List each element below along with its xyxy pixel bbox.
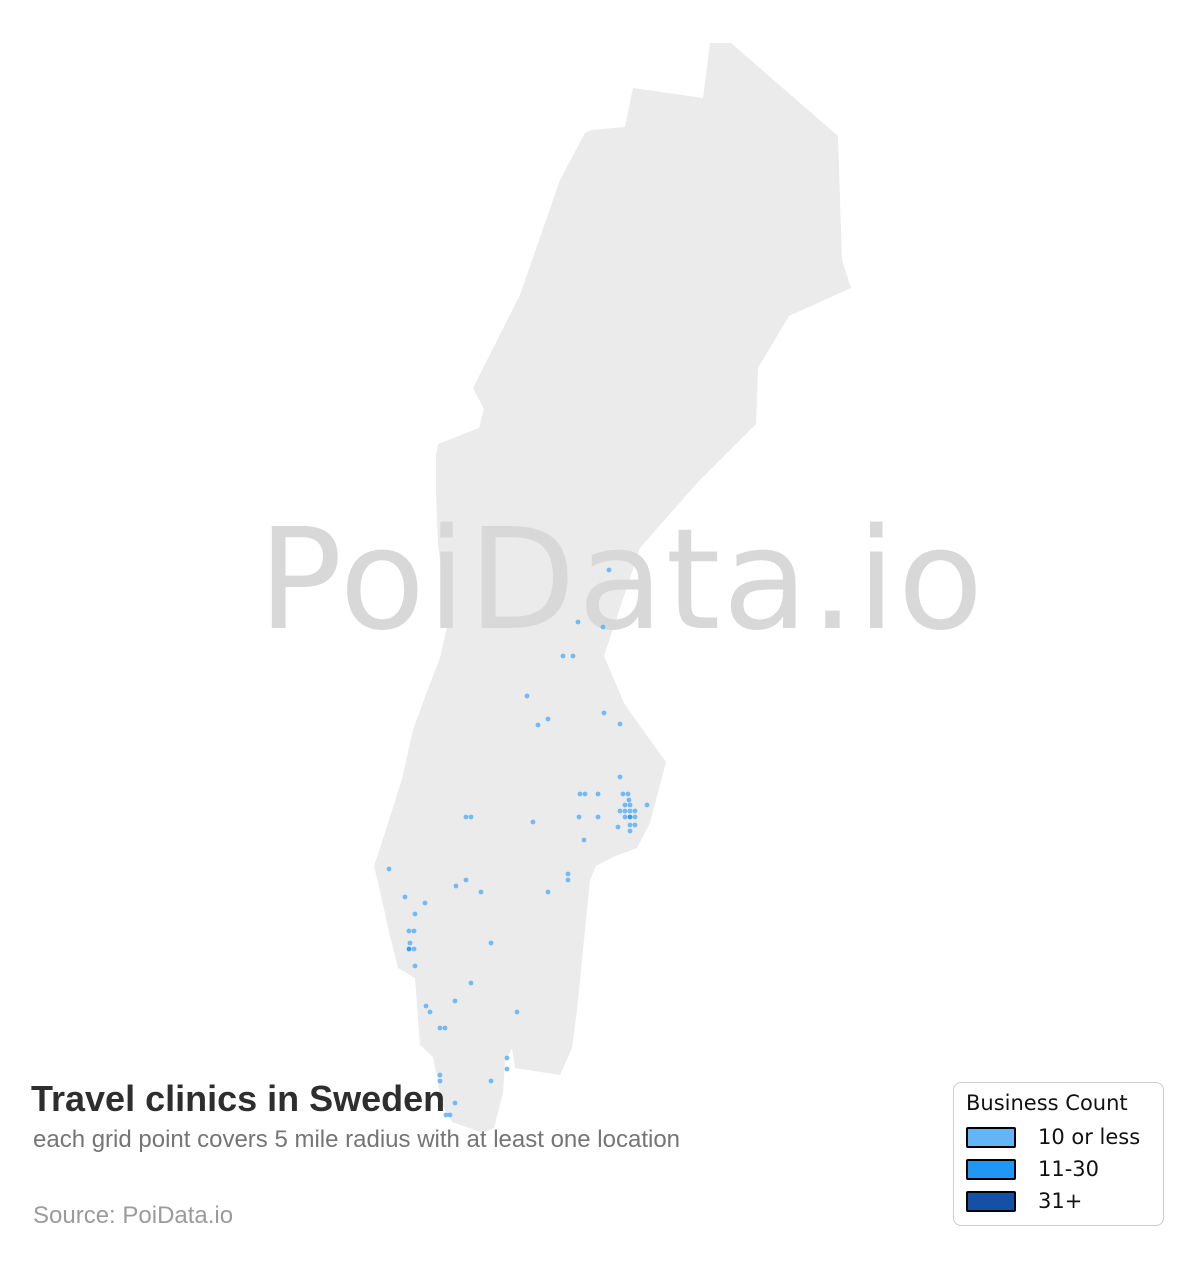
dot-layer bbox=[386, 567, 650, 1118]
legend-label: 31+ bbox=[1038, 1189, 1083, 1214]
map-dot bbox=[627, 814, 633, 820]
map-dot bbox=[442, 1025, 448, 1031]
map-dot bbox=[627, 808, 633, 814]
map-dot bbox=[627, 802, 633, 808]
map-dot bbox=[504, 1066, 510, 1072]
map-dot bbox=[620, 791, 626, 797]
map-dot bbox=[412, 963, 418, 969]
map-dot bbox=[581, 837, 587, 843]
watermark-text: PoiData.io bbox=[258, 499, 985, 662]
map-dot bbox=[582, 791, 588, 797]
map-dot bbox=[386, 866, 392, 872]
map-dot bbox=[617, 774, 623, 780]
map-dot bbox=[632, 814, 638, 820]
map-dot bbox=[530, 819, 536, 825]
map-dot bbox=[468, 814, 474, 820]
map-dot bbox=[576, 814, 582, 820]
map-dot bbox=[622, 808, 628, 814]
map-dot bbox=[437, 1078, 443, 1084]
map-dot bbox=[626, 797, 632, 803]
map-dot bbox=[452, 1100, 458, 1106]
legend-box: Business Count 10 or less 11-30 31+ bbox=[953, 1082, 1164, 1226]
map-dot bbox=[447, 1112, 453, 1118]
legend-items: 10 or less 11-30 31+ bbox=[966, 1125, 1151, 1214]
map-dot bbox=[514, 1009, 520, 1015]
map-dot bbox=[595, 814, 601, 820]
map-dot bbox=[437, 1025, 443, 1031]
page-title: Travel clinics in Sweden bbox=[31, 1078, 446, 1119]
map-dot bbox=[402, 894, 408, 900]
map-dot bbox=[545, 716, 551, 722]
map-dot bbox=[463, 877, 469, 883]
map-dot bbox=[622, 814, 628, 820]
map-dot bbox=[407, 940, 413, 946]
map-dot bbox=[627, 828, 633, 834]
map-dot bbox=[488, 940, 494, 946]
legend-label: 10 or less bbox=[1038, 1125, 1141, 1150]
map-dot bbox=[577, 791, 583, 797]
legend-title: Business Count bbox=[966, 1091, 1128, 1115]
map-dot bbox=[644, 802, 650, 808]
map-dot bbox=[422, 900, 428, 906]
map-dot bbox=[560, 653, 566, 659]
map-dot bbox=[545, 889, 551, 895]
sweden-landmass bbox=[374, 43, 851, 1133]
map-dot bbox=[488, 1078, 494, 1084]
map-dot bbox=[535, 722, 541, 728]
map-dot bbox=[617, 808, 623, 814]
map-dot bbox=[595, 791, 601, 797]
legend-row-0: 10 or less bbox=[966, 1125, 1151, 1150]
map-dot bbox=[606, 567, 612, 573]
legend-swatch bbox=[966, 1191, 1016, 1213]
map-dot bbox=[443, 1112, 449, 1118]
map-dot bbox=[452, 998, 458, 1004]
map-dot bbox=[601, 710, 607, 716]
map-dot bbox=[411, 928, 417, 934]
map-dot bbox=[575, 619, 581, 625]
map-dot bbox=[411, 946, 417, 952]
map-dot bbox=[468, 980, 474, 986]
map-dot bbox=[625, 791, 631, 797]
legend-swatch bbox=[966, 1159, 1016, 1181]
map-dot bbox=[427, 1009, 433, 1015]
legend-label: 11-30 bbox=[1038, 1157, 1100, 1182]
page-subtitle: each grid point covers 5 mile radius wit… bbox=[33, 1126, 681, 1153]
map-dot bbox=[524, 693, 530, 699]
map-dot bbox=[565, 877, 571, 883]
legend-swatch bbox=[966, 1127, 1016, 1149]
map-dot bbox=[617, 721, 623, 727]
legend-row-2: 31+ bbox=[966, 1189, 1151, 1214]
map-dot bbox=[565, 871, 571, 877]
map-dot bbox=[627, 822, 633, 828]
map-dot bbox=[478, 889, 484, 895]
map-dot bbox=[504, 1055, 510, 1061]
map-dot bbox=[437, 1072, 443, 1078]
map-dot bbox=[615, 824, 621, 830]
map-dot bbox=[412, 911, 418, 917]
map-dot bbox=[406, 928, 412, 934]
map-dot bbox=[632, 822, 638, 828]
map-dot bbox=[622, 802, 628, 808]
legend-row-1: 11-30 bbox=[966, 1157, 1151, 1182]
source-attribution: Source: PoiData.io bbox=[33, 1202, 234, 1229]
map-dot bbox=[463, 814, 469, 820]
map-dot bbox=[423, 1003, 429, 1009]
map-dot bbox=[406, 946, 412, 952]
map-dot bbox=[453, 883, 459, 889]
map-dot bbox=[570, 653, 576, 659]
map-dot bbox=[600, 624, 606, 630]
map-dot bbox=[632, 808, 638, 814]
